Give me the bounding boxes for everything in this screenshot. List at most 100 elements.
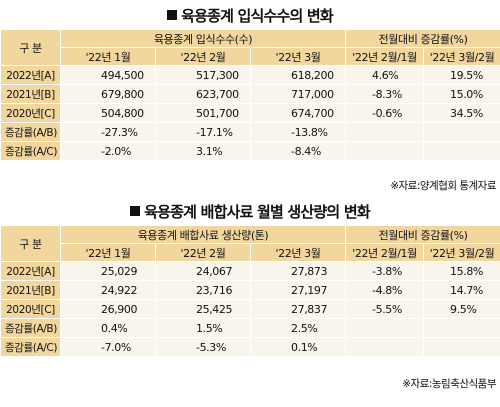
table2-source: ※자료:농림축산식품부 [402, 378, 496, 390]
cell [345, 337, 425, 357]
table1-subheader: '22년 2월/1월 [345, 47, 425, 66]
table1-subheader: '22년 3월 [249, 47, 347, 66]
cell: 19.5% [423, 65, 500, 85]
cell: -3.8% [345, 261, 425, 281]
table-row: 2022년[A] 494,500 517,300 618,200 4.6% 19… [0, 65, 500, 85]
table1-subheader: '22년 2월 [155, 47, 251, 66]
table-row: 증감률(A/C) -7.0% -5.3% 0.1% [0, 337, 500, 357]
cell: 623,700 [155, 84, 251, 104]
row-label: 2020년[C] [0, 103, 61, 123]
cell: -5.5% [345, 299, 425, 319]
table2-subheader: '22년 3월/2월 [423, 243, 500, 262]
cell: -13.8% [249, 122, 347, 142]
cell: 517,300 [155, 65, 251, 85]
table2-subheader: '22년 3월 [249, 243, 347, 262]
table1-subheader: '22년 1월 [60, 47, 156, 66]
source-mark-icon: ※ [402, 378, 411, 390]
cell: 0.4% [60, 318, 156, 338]
row-label: 증감률(A/C) [0, 337, 61, 357]
table1-subheader: '22년 3월/2월 [423, 47, 500, 66]
row-label: 증감률(A/B) [0, 318, 61, 338]
cell: 15.0% [423, 84, 500, 104]
table-row: 증감률(A/B) -27.3% -17.1% -13.8% [0, 122, 500, 142]
cell [423, 141, 500, 161]
cell: 501,700 [155, 103, 251, 123]
row-label: 2022년[A] [0, 65, 61, 85]
table2-subheader: '22년 1월 [60, 243, 156, 262]
cell: 25,029 [60, 261, 156, 281]
cell: 15.8% [423, 261, 500, 281]
cell: 27,197 [249, 280, 347, 300]
table-row: 2021년[B] 679,800 623,700 717,000 -8.3% 1… [0, 84, 500, 104]
table1-gubun-header: 구 분 [0, 29, 61, 66]
cell: 9.5% [423, 299, 500, 319]
cell: 674,700 [249, 103, 347, 123]
cell: 2.5% [249, 318, 347, 338]
table2-group1-header: 육용종계 배합사료 생산량(톤) [59, 225, 347, 244]
table2-subheader: '22년 2월/1월 [345, 243, 425, 262]
cell: 4.6% [345, 65, 425, 85]
table1-source: ※자료:양계협회 통계자료 [390, 180, 496, 192]
table2-subheader-row: '22년 1월 '22년 2월 '22년 3월 '22년 2월/1월 '22년 … [1, 243, 500, 262]
cell: 24,067 [155, 261, 251, 281]
square-bullet-icon [130, 206, 141, 216]
table-row: 2021년[B] 24,922 23,716 27,197 -4.8% 14.7… [0, 280, 500, 300]
cell: 26,900 [60, 299, 156, 319]
table-row: 2020년[C] 26,900 25,425 27,837 -5.5% 9.5% [0, 299, 500, 319]
cell: 14.7% [423, 280, 500, 300]
row-label: 증감률(A/B) [0, 122, 61, 142]
cell: 679,800 [60, 84, 156, 104]
square-bullet-icon [167, 10, 178, 20]
cell [345, 318, 425, 338]
table2-subheader: '22년 2월 [155, 243, 251, 262]
row-label: 2021년[B] [0, 84, 61, 104]
table1-header-row: 구 분 육용종계 입식수수(수) 전월대비 증감률(%) [0, 29, 500, 66]
table2-group2-header: 전월대비 증감률(%) [345, 225, 500, 244]
cell: 27,873 [249, 261, 347, 281]
cell: 34.5% [423, 103, 500, 123]
row-label: 2022년[A] [0, 261, 61, 281]
cell: 24,922 [60, 280, 156, 300]
cell: -27.3% [60, 122, 156, 142]
cell: 23,716 [155, 280, 251, 300]
cell [423, 318, 500, 338]
table2-gubun-header: 구 분 [0, 225, 61, 262]
source-mark-icon: ※ [390, 180, 399, 192]
cell: -8.3% [345, 84, 425, 104]
cell: 494,500 [60, 65, 156, 85]
cell: -7.0% [60, 337, 156, 357]
table2-title: 육용종계 배합사료 월별 생산량의 변화 [0, 203, 500, 221]
cell: 27,837 [249, 299, 347, 319]
cell [345, 141, 425, 161]
row-label: 증감률(A/C) [0, 141, 61, 161]
table2: 구 분 육용종계 배합사료 생산량(톤) 전월대비 증감률(%) '22년 1월… [0, 225, 500, 357]
cell: -0.6% [345, 103, 425, 123]
table-row: 증감률(A/C) -2.0% 3.1% -8.4% [0, 141, 500, 161]
table1: 구 분 육용종계 입식수수(수) 전월대비 증감률(%) '22년 1월 '22… [0, 29, 500, 161]
cell: 1.5% [155, 318, 251, 338]
cell: 717,000 [249, 84, 347, 104]
table-row: 2020년[C] 504,800 501,700 674,700 -0.6% 3… [0, 103, 500, 123]
cell: 618,200 [249, 65, 347, 85]
cell: -5.3% [155, 337, 251, 357]
cell: 0.1% [249, 337, 347, 357]
cell [423, 122, 500, 142]
table1-title: 육용종계 입식수수의 변화 [0, 7, 500, 25]
table-row: 2022년[A] 25,029 24,067 27,873 -3.8% 15.8… [0, 261, 500, 281]
cell: 25,425 [155, 299, 251, 319]
table-row: 증감률(A/B) 0.4% 1.5% 2.5% [0, 318, 500, 338]
table1-group1-header: 육용종계 입식수수(수) [59, 29, 347, 48]
cell: -8.4% [249, 141, 347, 161]
cell: -17.1% [155, 122, 251, 142]
cell: 3.1% [155, 141, 251, 161]
table2-header-row: 구 분 육용종계 배합사료 생산량(톤) 전월대비 증감률(%) [0, 225, 500, 262]
row-label: 2021년[B] [0, 280, 61, 300]
row-label: 2020년[C] [0, 299, 61, 319]
cell [345, 122, 425, 142]
cell: -4.8% [345, 280, 425, 300]
cell [423, 337, 500, 357]
table1-subheader-row: '22년 1월 '22년 2월 '22년 3월 '22년 2월/1월 '22년 … [1, 47, 500, 66]
cell: 504,800 [60, 103, 156, 123]
table1-group2-header: 전월대비 증감률(%) [345, 29, 500, 48]
cell: -2.0% [60, 141, 156, 161]
